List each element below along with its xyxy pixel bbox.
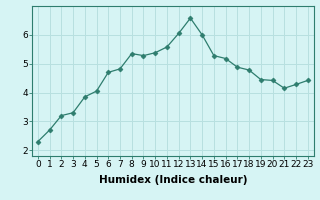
X-axis label: Humidex (Indice chaleur): Humidex (Indice chaleur) xyxy=(99,175,247,185)
